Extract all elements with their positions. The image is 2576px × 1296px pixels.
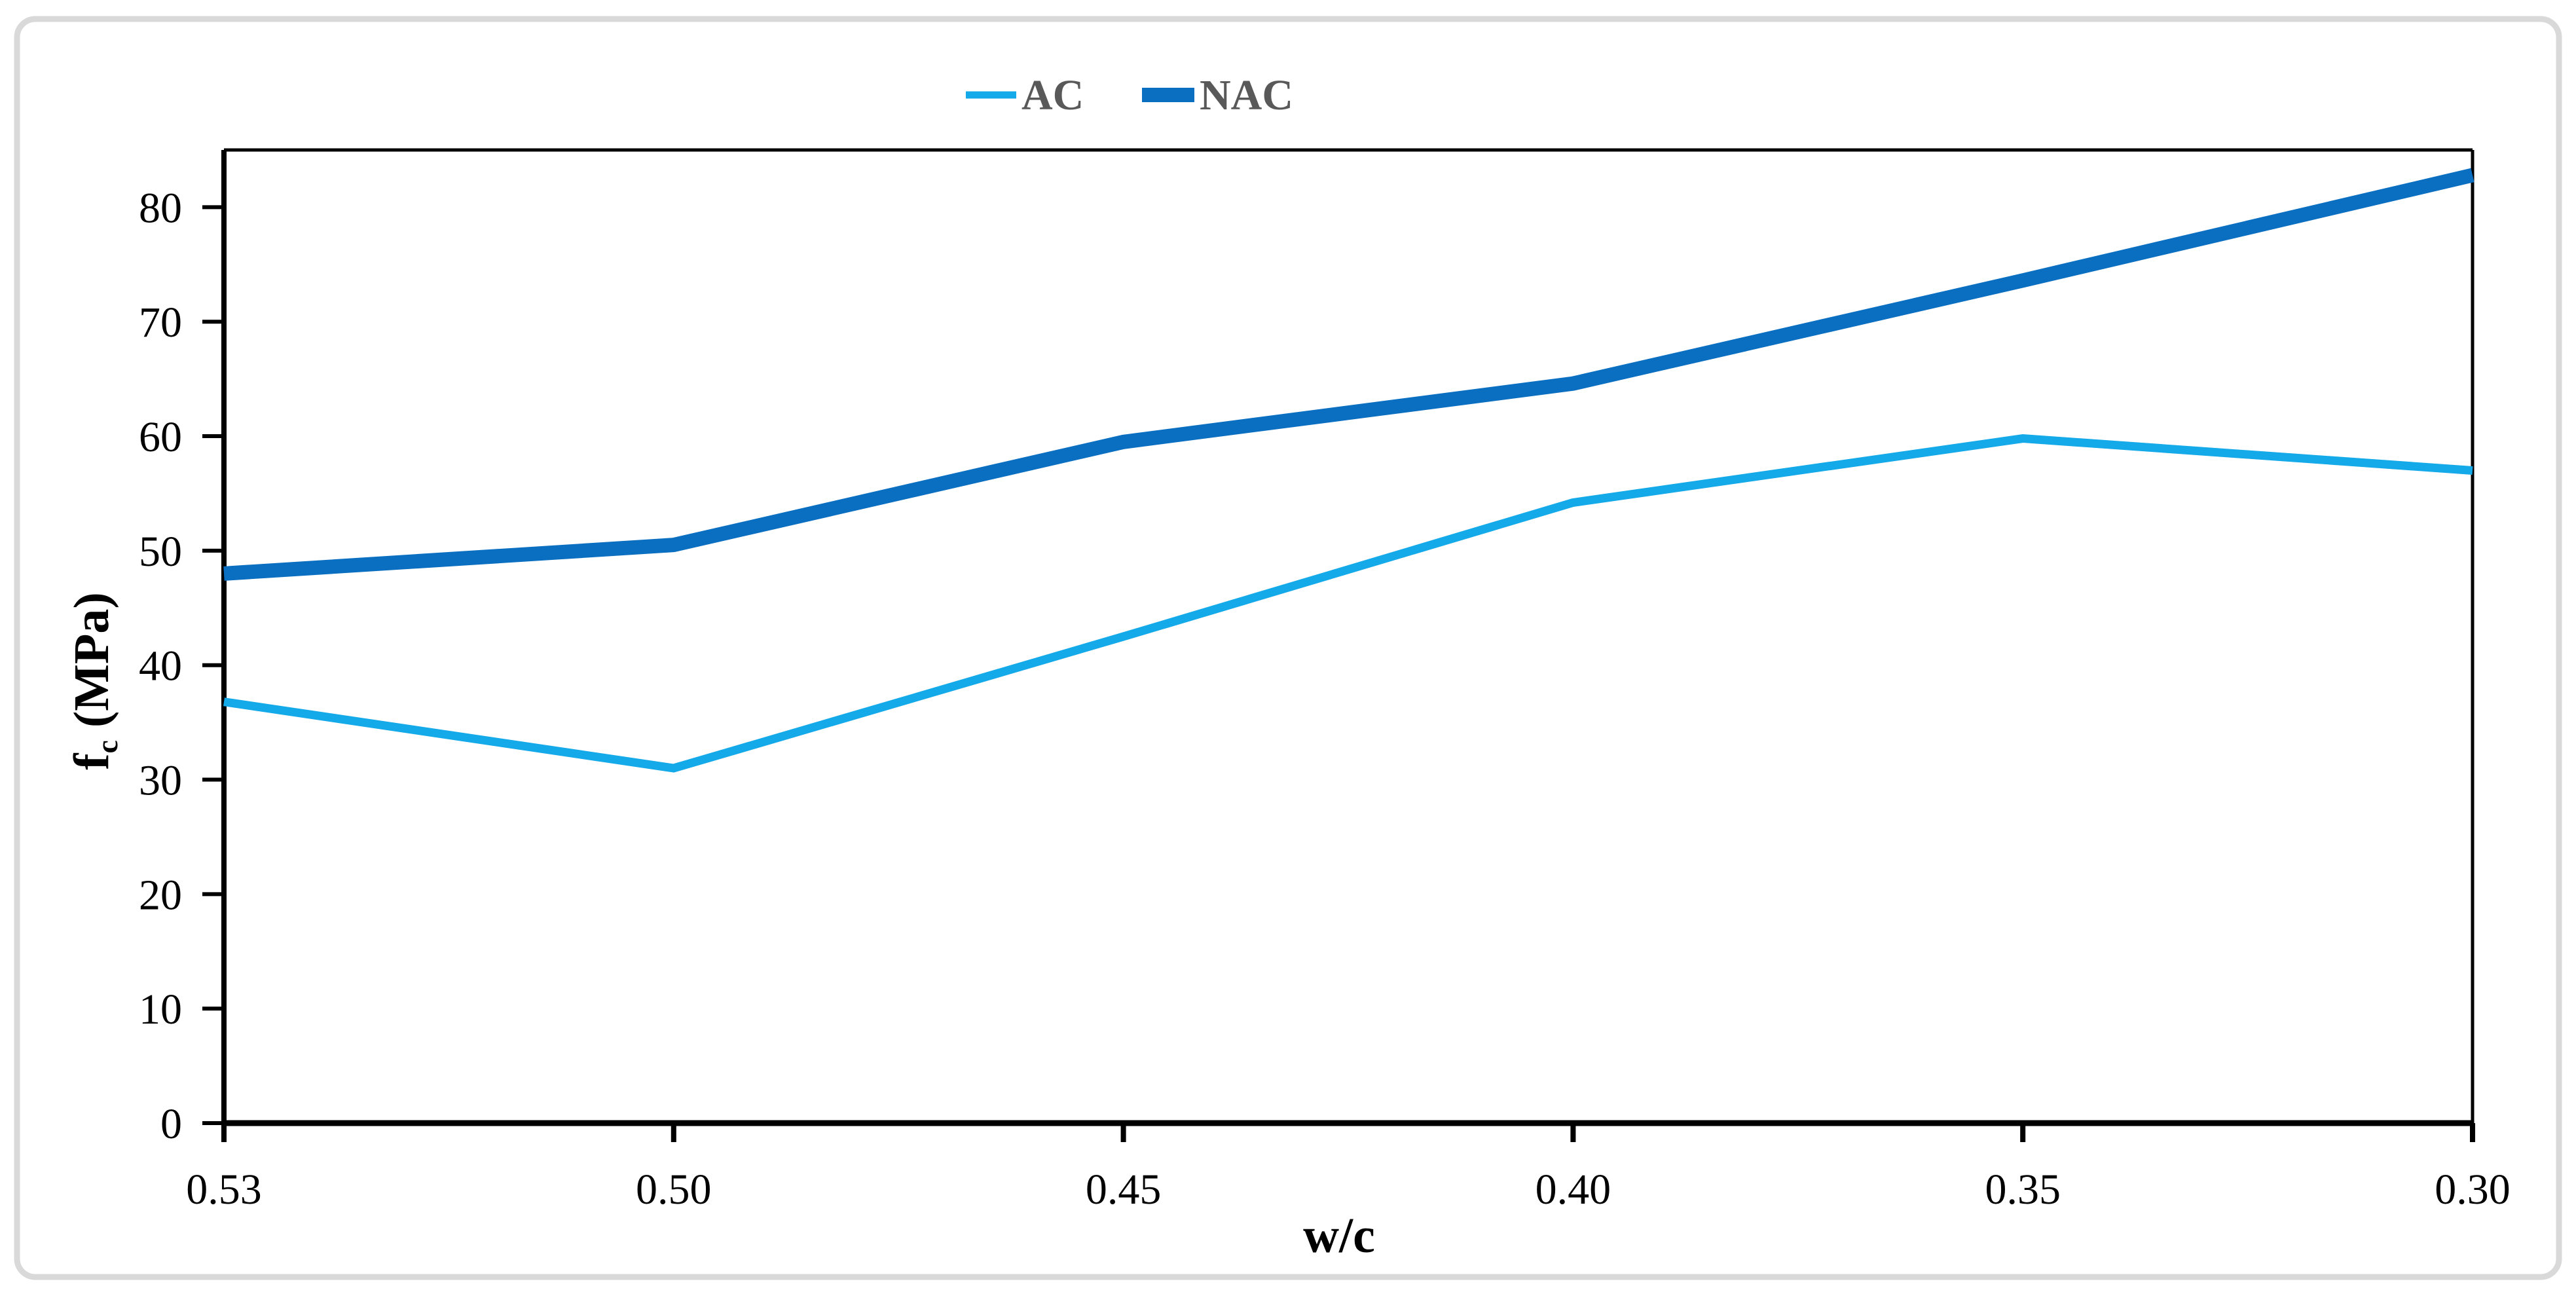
y-axis-title-main: f	[64, 752, 119, 770]
series-line-nac	[223, 168, 2475, 581]
x-tick-label: 0.50	[636, 1166, 712, 1213]
x-tick-label: 0.35	[1985, 1166, 2061, 1213]
x-tick-label: 0.40	[1536, 1166, 1611, 1213]
legend-label-ac: AC	[1021, 71, 1084, 119]
figure-border	[14, 16, 2562, 1280]
y-tick-label: 0	[160, 1100, 182, 1148]
y-axis-title-subscript: c	[90, 740, 124, 753]
x-axis-ticks: 0.53 0.50 0.45 0.40 0.35 0.30	[186, 1123, 2511, 1213]
x-tick-label: 0.53	[186, 1166, 262, 1213]
y-tick-label: 20	[139, 871, 182, 919]
y-tick-label: 40	[139, 642, 182, 690]
x-axis-title: w/c	[1303, 1208, 1375, 1263]
legend-label-nac: NAC	[1200, 71, 1293, 119]
y-tick-label: 70	[139, 299, 182, 346]
series-line-ac	[223, 434, 2473, 773]
y-tick-label: 10	[139, 986, 182, 1033]
y-axis-title: fc (MPa)	[64, 592, 124, 770]
y-axis-ticks: 0 10 20 30 40 50 60 70 80	[139, 184, 224, 1148]
x-tick-label: 0.45	[1086, 1166, 1162, 1213]
data-series-lines	[223, 168, 2475, 773]
y-tick-label: 30	[139, 757, 182, 805]
legend: AC NAC	[966, 71, 1293, 119]
y-tick-label: 80	[139, 184, 182, 232]
y-tick-label: 60	[139, 413, 182, 461]
y-tick-label: 50	[139, 528, 182, 576]
y-axis-title-units: (MPa)	[64, 592, 119, 740]
x-tick-label: 0.30	[2435, 1166, 2511, 1213]
